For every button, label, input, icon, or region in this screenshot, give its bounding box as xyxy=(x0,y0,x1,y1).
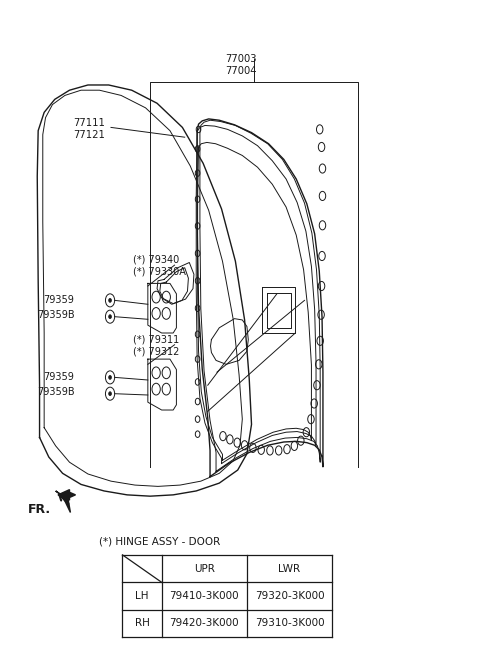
Polygon shape xyxy=(58,490,75,500)
Text: 77111: 77111 xyxy=(73,118,105,128)
Text: 77004: 77004 xyxy=(225,66,257,76)
Text: 79359B: 79359B xyxy=(37,310,75,320)
Text: RH: RH xyxy=(135,619,149,629)
Text: (*) HINGE ASSY - DOOR: (*) HINGE ASSY - DOOR xyxy=(99,537,221,547)
Circle shape xyxy=(108,392,111,396)
Text: 79359: 79359 xyxy=(43,372,74,382)
Text: 77003: 77003 xyxy=(225,54,257,64)
Text: 79310-3K000: 79310-3K000 xyxy=(255,619,324,629)
Text: 79420-3K000: 79420-3K000 xyxy=(169,619,239,629)
Text: 79359B: 79359B xyxy=(37,387,75,397)
Circle shape xyxy=(108,376,111,380)
Text: (*) 79311: (*) 79311 xyxy=(133,334,180,344)
Text: 79410-3K000: 79410-3K000 xyxy=(169,591,239,601)
Text: (*) 79330A: (*) 79330A xyxy=(133,266,186,276)
Text: 79320-3K000: 79320-3K000 xyxy=(255,591,324,601)
Circle shape xyxy=(108,315,111,318)
Text: 77121: 77121 xyxy=(73,130,105,140)
Text: FR.: FR. xyxy=(28,503,51,515)
Text: 79359: 79359 xyxy=(43,295,74,306)
Text: (*) 79312: (*) 79312 xyxy=(133,346,180,356)
Text: LWR: LWR xyxy=(278,563,300,573)
Text: LH: LH xyxy=(135,591,149,601)
Circle shape xyxy=(108,298,111,302)
Text: UPR: UPR xyxy=(194,563,215,573)
Polygon shape xyxy=(56,491,71,513)
Text: (*) 79340: (*) 79340 xyxy=(133,255,180,265)
